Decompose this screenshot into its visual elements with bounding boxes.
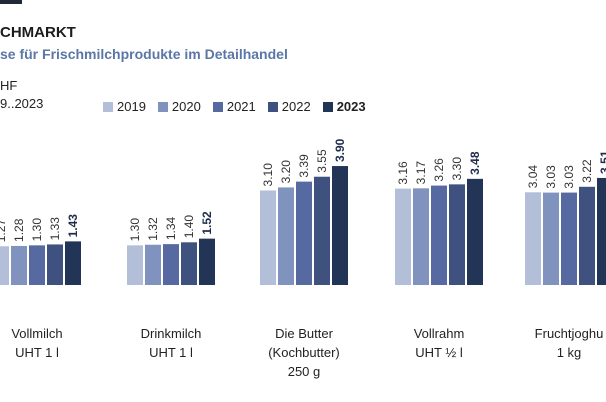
value-label-2020-cat2: 3.20 xyxy=(279,160,293,184)
legend-item-2020: 2020 xyxy=(157,99,201,114)
bar-2021-cat3 xyxy=(431,185,447,285)
legend: 2019 2020 2021 2022 2023 xyxy=(103,99,366,114)
value-label-2022-cat2: 3.55 xyxy=(315,149,329,173)
value-label-2020-cat0: 1.28 xyxy=(12,218,26,242)
legend-swatch-2023 xyxy=(322,101,333,112)
legend-item-2023: 2023 xyxy=(322,99,366,114)
bar-2021-cat0 xyxy=(29,245,45,285)
category-label-1-line0: Drinkmilch xyxy=(141,326,202,341)
bar-2022-cat3 xyxy=(449,184,465,285)
bar-2022-cat0 xyxy=(47,244,63,285)
bar-2022-cat2 xyxy=(314,176,330,285)
category-label-2-line0: Die Butter xyxy=(275,326,333,341)
legend-item-2021: 2021 xyxy=(212,99,256,114)
value-label-2023-cat2: 3.90 xyxy=(333,138,347,162)
bar-2020-cat2 xyxy=(278,187,294,285)
category-label-0-line1: UHT 1 l xyxy=(15,345,59,360)
value-label-2023-cat0: 1.43 xyxy=(66,214,80,238)
legend-label-2022: 2022 xyxy=(281,99,311,114)
category-label-4-line1: 1 kg xyxy=(557,345,582,360)
value-label-2021-cat2: 3.39 xyxy=(297,154,311,178)
bar-2019-cat3 xyxy=(395,188,411,285)
value-label-2020-cat3: 3.17 xyxy=(414,161,428,185)
legend-item-2022: 2022 xyxy=(267,99,311,114)
value-label-2022-cat1: 1.40 xyxy=(182,215,196,239)
legend-label-2020: 2020 xyxy=(171,99,201,114)
value-label-2019-cat3: 3.16 xyxy=(396,161,410,185)
value-label-2023-cat1: 1.52 xyxy=(200,211,214,235)
bar-2022-cat1 xyxy=(181,242,197,285)
value-label-2022-cat3: 3.30 xyxy=(450,157,464,181)
legend-label-2023: 2023 xyxy=(336,99,366,114)
value-label-2021-cat3: 3.26 xyxy=(432,158,446,182)
bar-2023-cat1 xyxy=(199,238,215,285)
legend-swatch-2022 xyxy=(267,101,278,112)
period-label: 9..2023 xyxy=(0,96,44,111)
value-label-2021-cat1: 1.34 xyxy=(164,216,178,240)
bar-2023-cat4 xyxy=(597,177,606,285)
value-label-2019-cat0: 1.27 xyxy=(0,219,8,243)
bar-2019-cat0 xyxy=(0,246,9,285)
value-label-2023-cat4: 3.51 xyxy=(598,150,606,174)
bar-2019-cat1 xyxy=(127,245,143,285)
value-label-2021-cat0: 1.30 xyxy=(30,218,44,242)
legend-label-2019: 2019 xyxy=(117,99,146,114)
value-label-2019-cat1: 1.30 xyxy=(128,218,142,242)
bar-2019-cat2 xyxy=(260,190,276,285)
unit-label: HF xyxy=(0,78,18,93)
category-label-3-line1: UHT ½ l xyxy=(415,345,463,360)
category-label-4-line0: Fruchtjoghu xyxy=(535,326,604,341)
bar-2021-cat4 xyxy=(561,192,577,285)
bar-2019-cat4 xyxy=(525,192,541,285)
bar-2020-cat0 xyxy=(11,245,27,285)
legend-label-2021: 2021 xyxy=(226,99,256,114)
chart-subtitle: se für Frischmilchprodukte im Detailhand… xyxy=(0,46,288,62)
value-label-2022-cat4: 3.22 xyxy=(580,159,594,183)
top-rule xyxy=(0,0,22,4)
value-label-2019-cat4: 3.04 xyxy=(526,165,540,189)
bar-2023-cat2 xyxy=(332,166,348,285)
legend-swatch-2019 xyxy=(103,101,113,112)
category-label-0-line0: Vollmilch xyxy=(11,326,62,341)
bar-2021-cat2 xyxy=(296,181,312,285)
bar-2023-cat3 xyxy=(467,178,483,285)
value-label-2023-cat3: 3.48 xyxy=(468,151,482,175)
legend-swatch-2020 xyxy=(157,101,168,112)
bar-2022-cat4 xyxy=(579,186,595,285)
category-label-2-line2: 250 g xyxy=(288,364,321,379)
bar-2020-cat1 xyxy=(145,244,161,285)
value-label-2020-cat4: 3.03 xyxy=(544,165,558,189)
value-label-2019-cat2: 3.10 xyxy=(261,163,275,187)
legend-swatch-2021 xyxy=(212,101,223,112)
category-label-3-line0: Vollrahm xyxy=(414,326,465,341)
legend-item-2019: 2019 xyxy=(103,99,146,114)
category-label-1-line1: UHT 1 l xyxy=(149,345,193,360)
bar-2021-cat1 xyxy=(163,244,179,285)
category-label-2-line1: (Kochbutter) xyxy=(268,345,340,360)
chart-title: CHMARKT xyxy=(0,24,76,41)
value-label-2021-cat4: 3.03 xyxy=(562,165,576,189)
bar-2020-cat4 xyxy=(543,192,559,285)
bar-2020-cat3 xyxy=(413,188,429,285)
value-label-2020-cat1: 1.32 xyxy=(146,217,160,241)
bar-2023-cat0 xyxy=(65,241,81,285)
value-label-2022-cat0: 1.33 xyxy=(48,217,62,241)
